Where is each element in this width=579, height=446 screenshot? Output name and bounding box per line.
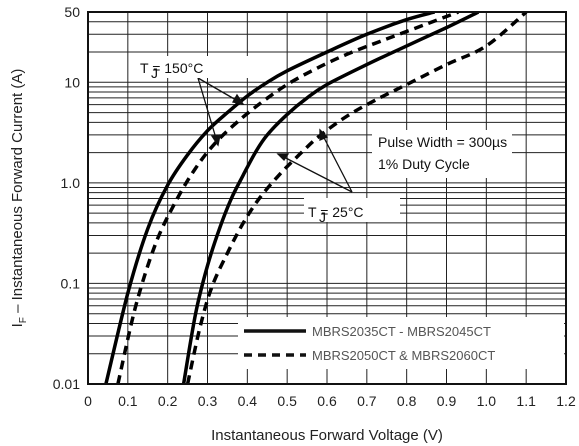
tick-labels: 0 0.1 0.2 0.3 0.4 0.5 0.6 0.7 0.8 0.9 1.0 1.1 1.2 0.0… bbox=[53, 4, 576, 409]
x-tick-label: 1.0 bbox=[477, 393, 497, 409]
y-tick-label: 0.1 bbox=[61, 275, 81, 291]
y-axis-title: IF – Instantaneous Forward Current (A) bbox=[9, 69, 29, 328]
plot-frame bbox=[87, 11, 567, 385]
tj150-label-subscript: J bbox=[151, 65, 158, 81]
legend: MBRS2035CT - MBRS2045CT MBRS2050CT & MBR… bbox=[238, 317, 564, 369]
x-tick-label: 0.8 bbox=[397, 393, 417, 409]
series-curve-dashed-25c bbox=[185, 12, 528, 384]
x-tick-label: 0.6 bbox=[317, 393, 337, 409]
series-layer bbox=[104, 12, 528, 384]
duty-cycle-label: 1% Duty Cycle bbox=[378, 156, 470, 172]
x-tick-label: 0.9 bbox=[437, 393, 457, 409]
tj25-arrow-2 bbox=[277, 153, 353, 193]
legend-bg bbox=[238, 317, 564, 369]
annotation-arrows bbox=[197, 77, 353, 193]
tj150-arrow-2 bbox=[197, 77, 219, 146]
legend-solid-label: MBRS2035CT - MBRS2045CT bbox=[312, 324, 491, 339]
pulse-info-bg bbox=[372, 130, 512, 178]
tj25-arrow-1 bbox=[319, 129, 353, 193]
tj150-label-bg bbox=[136, 56, 248, 78]
x-tick-label: 0.7 bbox=[357, 393, 377, 409]
x-tick-label: 0.1 bbox=[118, 393, 138, 409]
x-tick-label: 0.2 bbox=[158, 393, 178, 409]
pulse-width-label: Pulse Width = 300µs bbox=[378, 134, 507, 150]
tj150-arrowhead-2 bbox=[210, 134, 221, 147]
tj150-label: T = 150°C bbox=[140, 60, 203, 76]
x-tick-label: 0.4 bbox=[238, 393, 258, 409]
tj25-label-subscript: J bbox=[319, 209, 326, 225]
series-curve-solid-150c bbox=[104, 12, 436, 384]
y-axis-title-rest: – Instantaneous Forward Current (A) bbox=[9, 69, 26, 317]
x-tick-label: 1.1 bbox=[516, 393, 536, 409]
y-tick-label: 1.0 bbox=[61, 175, 81, 191]
tj25-label: T = 25°C bbox=[308, 204, 364, 220]
x-tick-label: 0.3 bbox=[198, 393, 218, 409]
x-tick-label: 0.5 bbox=[277, 393, 297, 409]
tj25-arrowhead-1 bbox=[319, 128, 329, 141]
y-axis-title-sub: F bbox=[18, 317, 29, 323]
x-tick-label: 0 bbox=[84, 393, 92, 409]
y-tick-label: 50 bbox=[64, 4, 80, 20]
tj25-arrowhead-2 bbox=[276, 153, 290, 162]
y-tick-label: 10 bbox=[64, 74, 80, 90]
y-axis-title-main: I bbox=[9, 323, 26, 327]
tj25-label-bg bbox=[304, 198, 400, 222]
tj150-arrowhead-1 bbox=[231, 93, 245, 105]
series-curve-solid-25c bbox=[181, 12, 480, 384]
x-axis-title: Instantaneous Forward Voltage (V) bbox=[211, 427, 443, 444]
x-tick-label: 1.2 bbox=[556, 393, 576, 409]
y-tick-label: 0.01 bbox=[53, 376, 80, 392]
legend-dashed-label: MBRS2050CT & MBRS2060CT bbox=[312, 348, 495, 363]
series-curve-dashed-150c bbox=[116, 12, 460, 384]
